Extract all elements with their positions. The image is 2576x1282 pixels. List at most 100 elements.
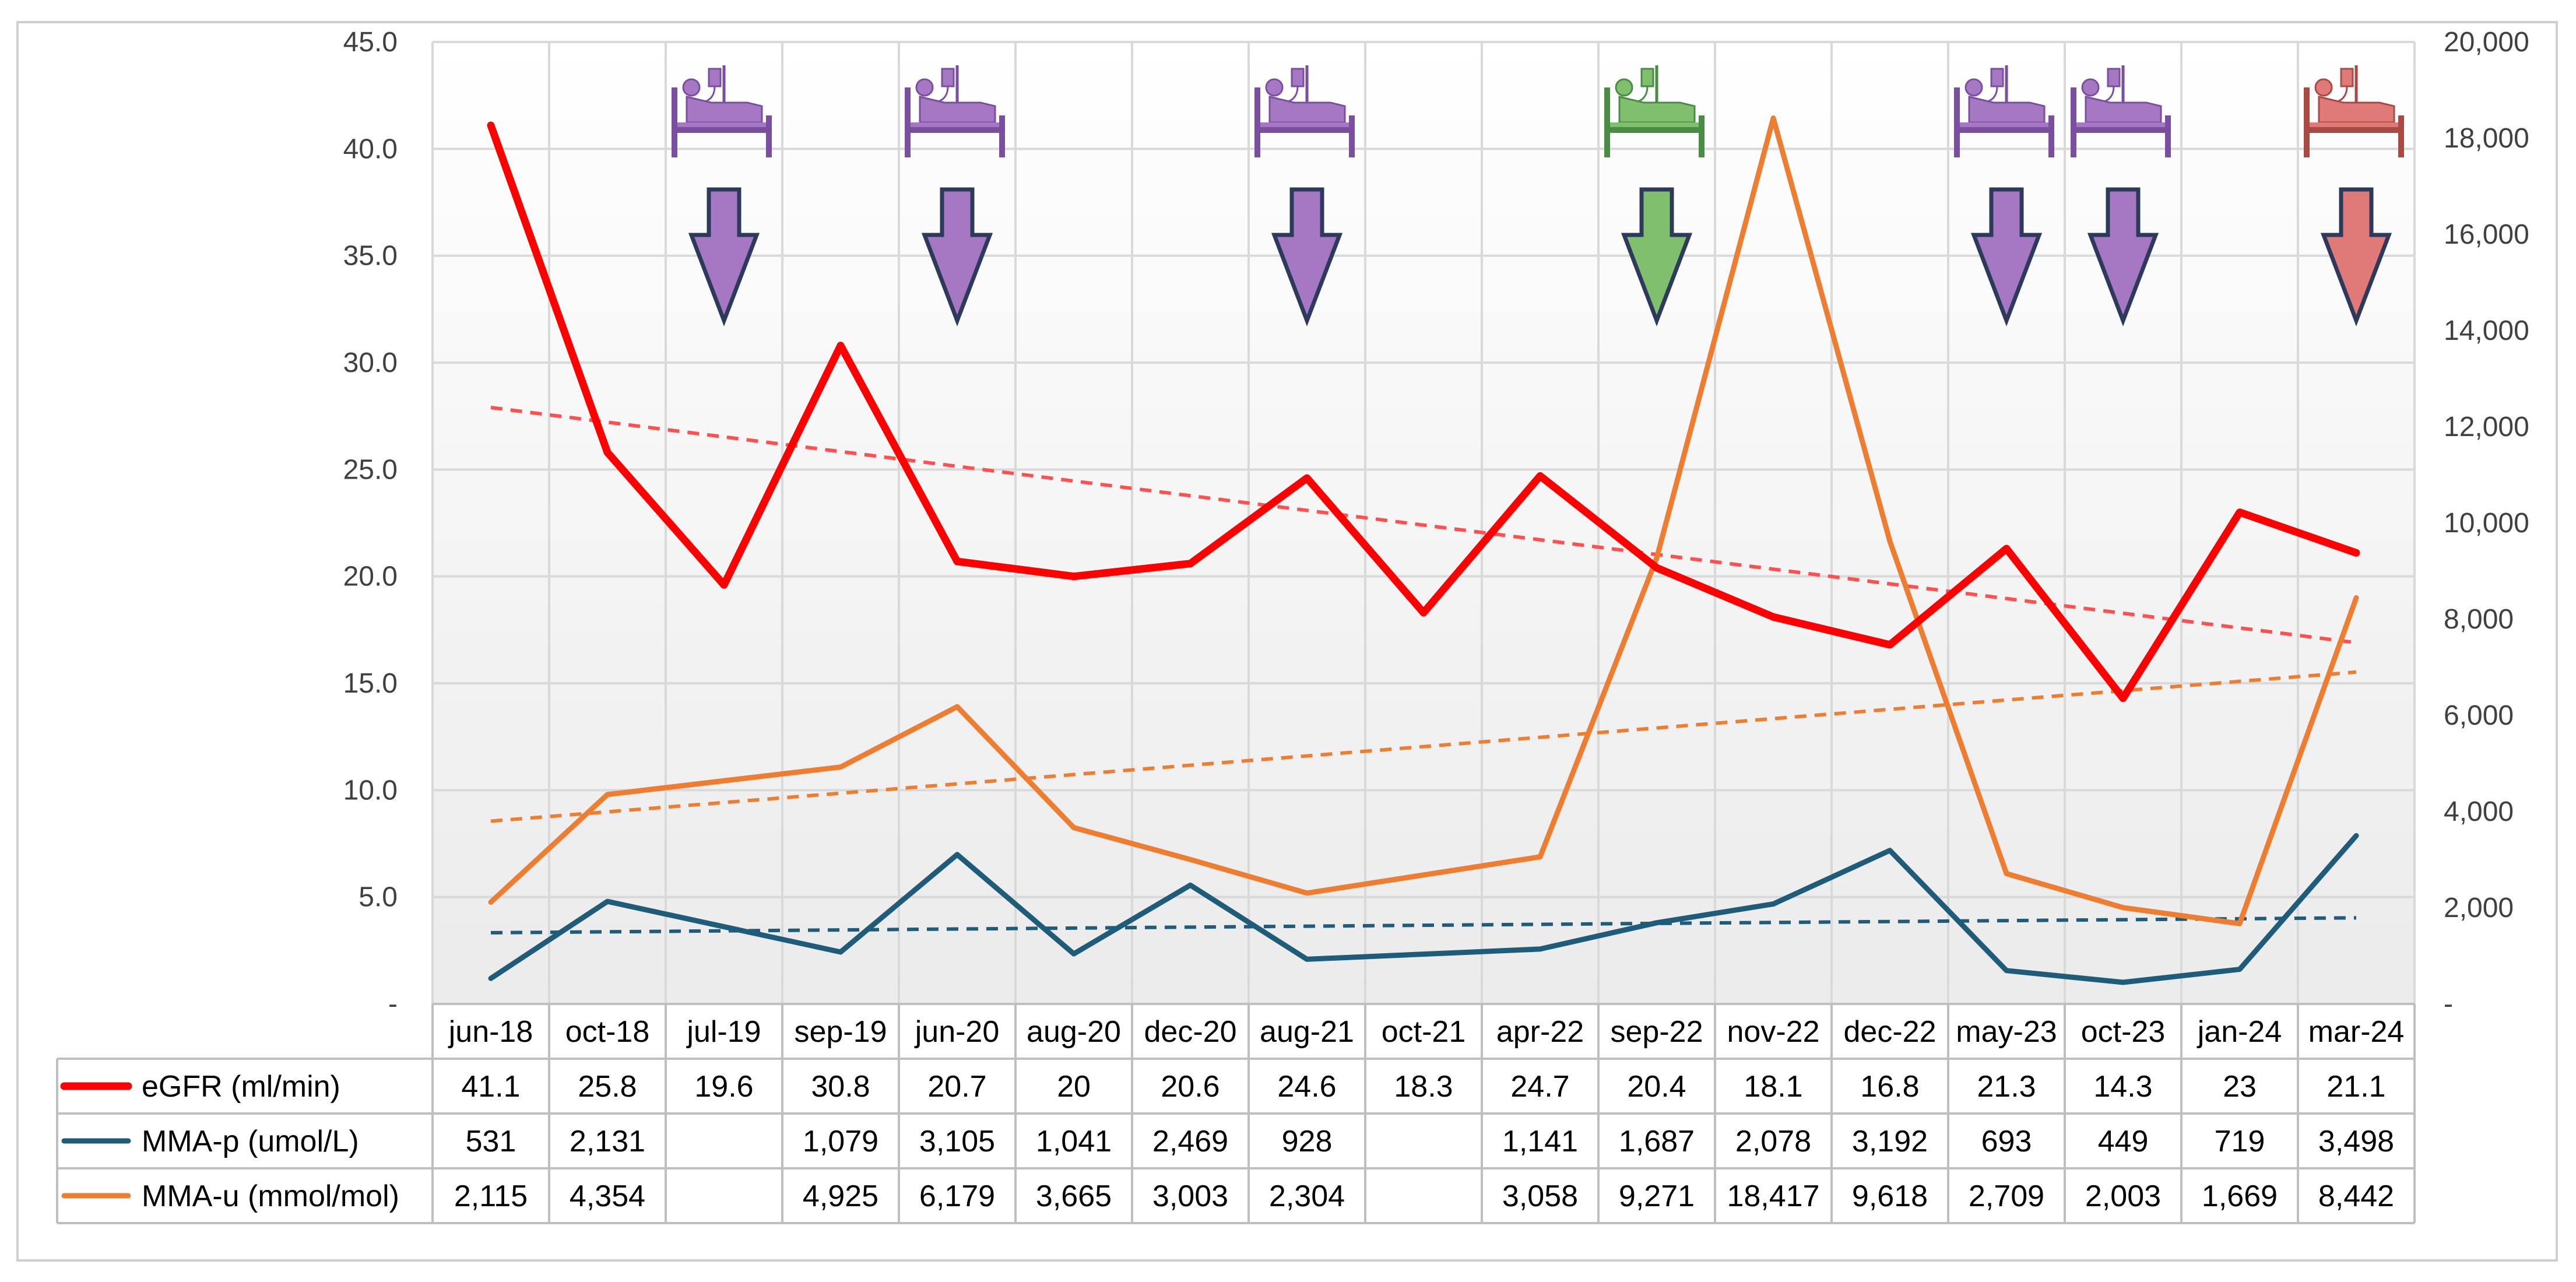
table-cell: 25.8	[578, 1070, 637, 1104]
data-point	[2355, 834, 2357, 837]
y-left-tick-label: 35.0	[343, 241, 398, 272]
table-cell: 9,271	[1619, 1179, 1695, 1213]
table-cell: 24.6	[1277, 1070, 1336, 1104]
hospital-bed-icon	[1604, 65, 1705, 157]
hospital-bed-icon	[2304, 65, 2404, 157]
plot-area	[433, 42, 2415, 1004]
data-point	[2122, 907, 2124, 909]
y-left-tick-label: 45.0	[343, 27, 398, 58]
data-point	[956, 854, 958, 856]
table-cell: 8,442	[2318, 1179, 2394, 1213]
table-cell: 14.3	[2093, 1070, 2152, 1104]
data-point	[606, 900, 609, 902]
data-point	[1306, 477, 1308, 479]
table-cell: 18.1	[1744, 1070, 1802, 1104]
data-point	[1772, 616, 1774, 618]
table-cell: 20.6	[1161, 1070, 1220, 1104]
data-point	[2238, 922, 2241, 925]
table-cell: 41.1	[461, 1070, 520, 1104]
y-left-tick-label: 25.0	[343, 454, 398, 485]
data-point	[839, 766, 842, 768]
data-point	[2355, 597, 2357, 599]
table-cell: 20.7	[927, 1070, 986, 1104]
data-point	[1656, 922, 1658, 924]
data-point	[1073, 575, 1075, 578]
y-left-tick-label: -	[388, 989, 398, 1020]
y-right-tick-label: 10,000	[2444, 508, 2529, 539]
chart-border	[16, 21, 2558, 1262]
table-cell: 2,078	[1735, 1125, 1811, 1158]
y-right-tick-label: 8,000	[2444, 604, 2514, 635]
table-cell: 19.6	[694, 1070, 753, 1104]
table-cell: 3,192	[1852, 1125, 1928, 1158]
table-cell: 23	[2223, 1070, 2257, 1104]
data-point	[490, 901, 492, 904]
table-cell: 1,669	[2202, 1179, 2278, 1213]
down-arrow-icon	[1621, 187, 1693, 326]
x-tick-label: jan-24	[2197, 1015, 2282, 1049]
y-right-tick-label: 4,000	[2444, 796, 2514, 827]
table-cell: 928	[1282, 1125, 1333, 1158]
table-cell: 2,003	[2085, 1179, 2161, 1213]
table-cell: 2,115	[454, 1179, 528, 1213]
data-point	[1306, 892, 1308, 894]
table-cell: 2,131	[570, 1125, 645, 1158]
x-tick-label: oct-21	[1382, 1015, 1466, 1049]
data-point	[1772, 903, 1774, 905]
legend-label: eGFR (ml/min)	[142, 1070, 340, 1104]
data-point	[839, 951, 842, 953]
down-arrow-icon	[2320, 187, 2392, 326]
x-tick-label: jun-18	[448, 1015, 533, 1049]
data-point	[1422, 612, 1425, 614]
down-arrow-icon	[921, 187, 993, 326]
data-point	[2122, 697, 2124, 700]
table-cell: 2,709	[1969, 1179, 2044, 1213]
data-point	[490, 124, 492, 127]
table-cell: 1,041	[1036, 1125, 1112, 1158]
data-point	[839, 345, 842, 347]
data-point	[2005, 873, 2008, 875]
data-point	[1073, 953, 1075, 955]
y-left-tick-label: 20.0	[343, 561, 398, 592]
table-row: MMA-u (mmol/mol) 2,115 4,354 4,925 6,179 3,66…	[61, 1179, 2394, 1213]
data-point	[2238, 968, 2241, 971]
table-cell: 4,354	[570, 1179, 645, 1213]
table-cell: 3,498	[2318, 1125, 2394, 1158]
data-point	[2005, 547, 2008, 550]
down-arrow-icon	[1271, 187, 1343, 326]
data-point	[1889, 644, 1891, 646]
y-right-tick-label: 16,000	[2444, 219, 2529, 250]
data-point	[1772, 117, 1774, 120]
y-right-tick-label: 6,000	[2444, 700, 2514, 731]
data-point	[1656, 557, 1658, 559]
data-point	[2355, 552, 2357, 554]
y-left-tick-label: 30.0	[343, 347, 398, 378]
y-left-tick-label: 10.0	[343, 775, 398, 806]
x-tick-label: jun-20	[914, 1015, 1000, 1049]
table-cell: 3,665	[1036, 1179, 1112, 1213]
y-right-tick-label: 18,000	[2444, 123, 2529, 154]
table-row: eGFR (ml/min) 41.1 25.8 19.6 30.8 20.7 20 20.6 2…	[60, 1070, 2386, 1104]
data-point	[1539, 475, 1541, 477]
data-point	[1539, 948, 1541, 950]
trendline-mma-p-umol-l	[490, 916, 2357, 935]
x-tick-label: nov-22	[1727, 1015, 1820, 1049]
data-point	[1889, 540, 1891, 543]
hospital-bed-icon	[2071, 65, 2171, 157]
hospital-bed-icon	[1954, 65, 2054, 157]
table-cell: 531	[466, 1125, 516, 1158]
x-tick-label: aug-21	[1260, 1015, 1354, 1049]
data-point	[956, 560, 958, 563]
y-right-tick-label: 20,000	[2444, 27, 2529, 58]
data-point	[1189, 563, 1192, 565]
table-cell: 21.1	[2327, 1070, 2385, 1104]
data-point	[1073, 827, 1075, 829]
data-point	[1889, 849, 1891, 852]
data-point	[2005, 970, 2008, 972]
x-tick-label: oct-23	[2081, 1015, 2166, 1049]
x-tick-label: sep-22	[1611, 1015, 1703, 1049]
table-cell: 20	[1057, 1070, 1091, 1104]
table-cell: 6,179	[919, 1179, 995, 1213]
y-left-tick-label: 5.0	[359, 882, 398, 913]
data-point	[723, 584, 725, 586]
